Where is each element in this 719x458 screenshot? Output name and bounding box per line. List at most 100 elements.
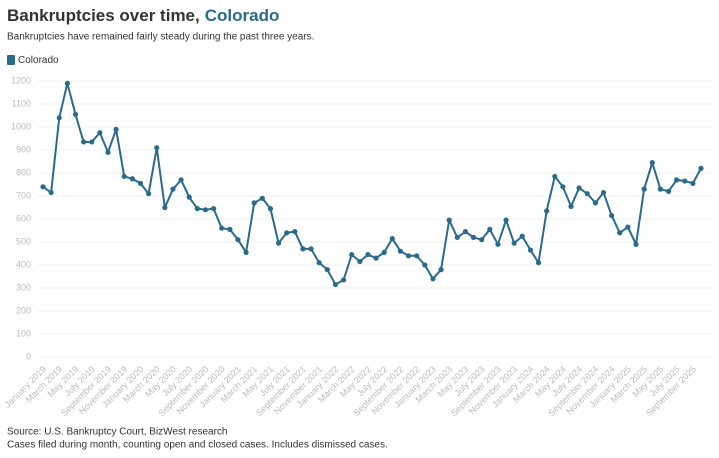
point <box>324 267 330 273</box>
point <box>48 189 54 196</box>
point <box>219 225 225 231</box>
note: Cases filed during month, counting open … <box>7 440 388 451</box>
point <box>64 80 70 86</box>
point <box>292 229 298 235</box>
point <box>625 224 631 230</box>
line <box>42 82 702 286</box>
legend-label: Colorado <box>18 55 59 66</box>
y-tick-label: 400 <box>16 259 31 269</box>
point <box>332 281 339 288</box>
point <box>227 226 233 232</box>
point <box>405 253 412 259</box>
point <box>584 191 590 197</box>
point <box>503 217 509 223</box>
point <box>105 149 111 155</box>
point <box>56 115 62 121</box>
point <box>243 249 249 255</box>
point <box>137 180 144 186</box>
point <box>397 248 404 254</box>
chart-title: Bankruptcies over time, Colorado <box>7 6 279 25</box>
y-tick-label: 0 <box>26 351 31 361</box>
point <box>340 277 347 283</box>
point <box>479 237 485 243</box>
point <box>609 212 615 219</box>
point <box>389 235 395 242</box>
point <box>438 267 444 273</box>
point <box>121 173 127 180</box>
legend-swatch <box>7 55 15 65</box>
y-tick-label: 900 <box>16 144 31 154</box>
source: Source: U.S. Bankruptcy Court, BizWest r… <box>7 427 227 438</box>
point <box>186 194 192 200</box>
point <box>665 188 672 194</box>
point <box>462 229 469 235</box>
point <box>495 241 501 247</box>
point <box>267 206 274 212</box>
y-tick-label: 700 <box>16 190 31 200</box>
point <box>446 217 452 223</box>
point <box>194 206 200 212</box>
title-highlight: Colorado <box>205 6 280 25</box>
point <box>414 253 420 259</box>
point <box>576 185 582 191</box>
point <box>284 230 290 236</box>
point <box>275 240 282 246</box>
point <box>690 180 696 186</box>
point <box>357 258 363 265</box>
point <box>487 226 493 232</box>
subtitle: Bankruptcies have remained fairly steady… <box>7 32 314 43</box>
point <box>113 126 119 132</box>
point <box>470 234 477 240</box>
y-tick-label: 800 <box>16 167 31 177</box>
point <box>641 186 647 192</box>
point <box>649 160 655 166</box>
point <box>560 184 566 190</box>
point <box>544 208 550 214</box>
point <box>316 260 322 266</box>
point <box>657 186 663 192</box>
point <box>72 111 79 117</box>
y-tick-label: 1100 <box>12 98 31 108</box>
point <box>381 249 387 255</box>
point <box>365 252 371 258</box>
point <box>210 206 217 212</box>
point <box>146 191 152 197</box>
point <box>592 200 598 206</box>
point <box>552 173 558 180</box>
point <box>308 246 314 252</box>
point <box>170 186 176 192</box>
point <box>178 177 184 183</box>
point <box>511 240 517 246</box>
point <box>600 189 607 196</box>
point <box>674 177 680 183</box>
point <box>617 230 623 236</box>
point <box>300 246 306 252</box>
title-text: Bankruptcies over time, <box>7 6 200 25</box>
y-tick-label: 200 <box>16 305 31 315</box>
point <box>235 237 241 243</box>
point <box>202 207 209 213</box>
point <box>698 165 704 171</box>
point <box>40 184 46 190</box>
point <box>682 178 688 184</box>
y-tick-label: 300 <box>16 282 31 292</box>
y-tick-label: 100 <box>16 328 31 338</box>
point <box>633 241 639 247</box>
y-tick-label: 600 <box>16 213 31 223</box>
point <box>430 276 436 282</box>
point <box>454 234 460 240</box>
point <box>349 252 355 258</box>
point <box>422 262 428 268</box>
point <box>568 203 574 209</box>
point <box>259 195 265 201</box>
point <box>129 176 135 182</box>
point <box>535 260 542 266</box>
y-tick-label: 1000 <box>11 121 31 131</box>
point <box>81 139 87 145</box>
point <box>519 233 525 239</box>
point <box>97 130 103 136</box>
y-tick-label: 500 <box>16 236 31 246</box>
point <box>154 145 160 151</box>
point <box>251 200 257 206</box>
